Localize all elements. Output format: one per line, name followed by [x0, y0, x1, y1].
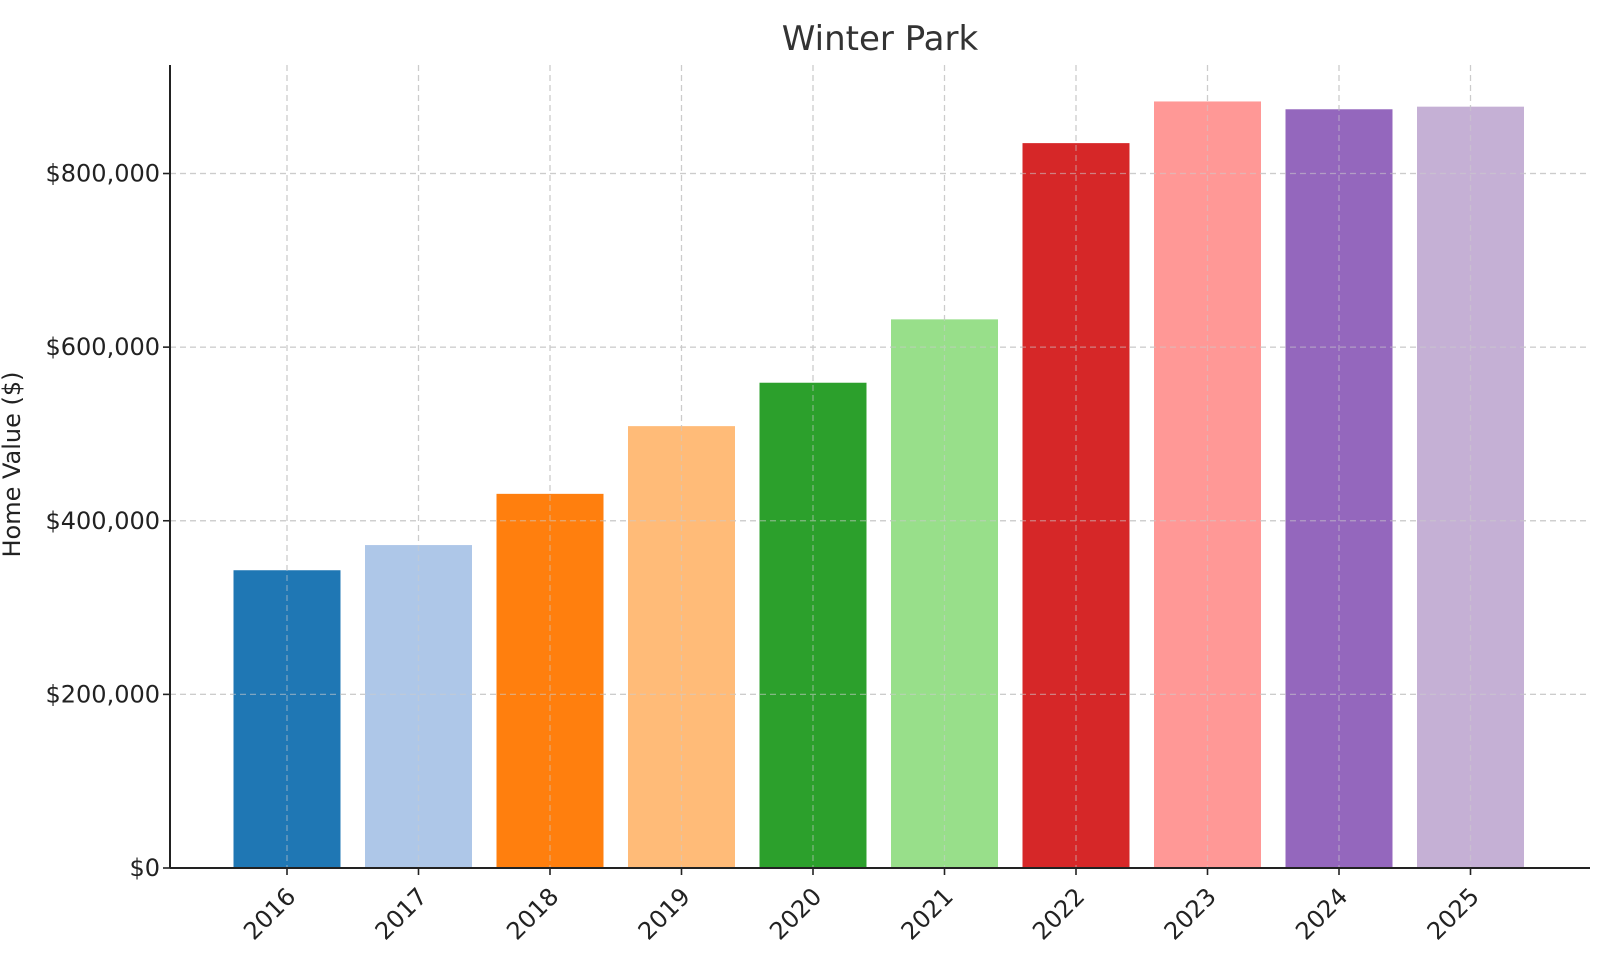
x-tick-label: 2022 — [1027, 882, 1090, 945]
x-tick-label: 2016 — [238, 882, 301, 945]
y-axis-label: Home Value ($) — [0, 371, 26, 557]
x-tick-label: 2019 — [633, 882, 696, 945]
x-tick-label: 2023 — [1159, 882, 1222, 945]
x-tick-label: 2017 — [370, 882, 433, 945]
y-tick-label: $600,000 — [45, 333, 160, 361]
bars — [233, 101, 1524, 869]
x-tick-label: 2025 — [1422, 882, 1485, 945]
y-tick-label: $800,000 — [45, 160, 160, 188]
x-tick-label: 2024 — [1290, 882, 1353, 945]
axes — [169, 65, 1590, 869]
x-tick-label: 2020 — [764, 882, 827, 945]
y-tick-label: $200,000 — [45, 680, 160, 708]
y-tick-label: $0 — [129, 854, 160, 882]
x-tick-labels: 2016 2017 2018 2019 2020 2021 2022 2023 2024 2025 — [238, 868, 1485, 945]
grid-overlay — [170, 65, 1590, 868]
y-tick-labels: $0 $200,000 $400,000 $600,000 $800,000 — [45, 160, 170, 882]
chart-title: Winter Park — [782, 19, 979, 59]
x-tick-label: 2021 — [896, 882, 959, 945]
y-tick-label: $400,000 — [45, 507, 160, 535]
x-tick-label: 2018 — [501, 882, 564, 945]
